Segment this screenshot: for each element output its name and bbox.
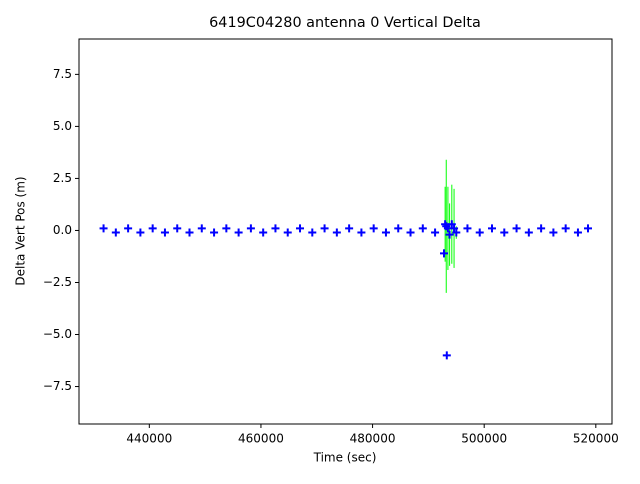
marker bbox=[500, 228, 509, 237]
marker bbox=[394, 224, 403, 233]
marker bbox=[124, 224, 133, 233]
marker bbox=[488, 224, 497, 233]
marker bbox=[99, 224, 108, 233]
marker bbox=[234, 228, 243, 237]
marker bbox=[111, 228, 120, 237]
marker bbox=[173, 224, 182, 233]
marker bbox=[271, 224, 280, 233]
marker bbox=[524, 228, 533, 237]
marker bbox=[442, 351, 451, 360]
marker bbox=[512, 224, 521, 233]
marker bbox=[345, 224, 354, 233]
marker bbox=[197, 224, 206, 233]
marker bbox=[259, 228, 268, 237]
x-tick-label: 520000 bbox=[573, 432, 619, 446]
marker bbox=[445, 230, 454, 239]
marker bbox=[283, 228, 292, 237]
y-axis-label: Delta Vert Pos (m) bbox=[14, 176, 28, 285]
marker bbox=[452, 228, 461, 237]
marker bbox=[381, 228, 390, 237]
marker bbox=[357, 228, 366, 237]
marker bbox=[463, 224, 472, 233]
marker bbox=[185, 228, 194, 237]
y-tick-label: −7.5 bbox=[43, 379, 72, 393]
y-tick-label: 5.0 bbox=[53, 119, 72, 133]
marker bbox=[369, 224, 378, 233]
marker bbox=[431, 228, 440, 237]
marker bbox=[320, 224, 329, 233]
marker bbox=[148, 224, 157, 233]
y-tick-label: −5.0 bbox=[43, 327, 72, 341]
x-tick-label: 440000 bbox=[126, 432, 172, 446]
marker bbox=[296, 224, 305, 233]
marker bbox=[406, 228, 415, 237]
marker bbox=[440, 249, 449, 258]
x-tick-label: 500000 bbox=[461, 432, 507, 446]
x-tick-label: 480000 bbox=[350, 432, 396, 446]
marker bbox=[160, 228, 169, 237]
marker bbox=[308, 228, 317, 237]
marker bbox=[584, 224, 593, 233]
chart-title: 6419C04280 antenna 0 Vertical Delta bbox=[209, 15, 481, 31]
y-tick-label: 7.5 bbox=[53, 67, 72, 81]
y-tick-label: 2.5 bbox=[53, 171, 72, 185]
marker bbox=[210, 228, 219, 237]
marker bbox=[447, 220, 456, 229]
marker bbox=[332, 228, 341, 237]
x-axis-label: Time (sec) bbox=[313, 451, 377, 465]
marker bbox=[475, 228, 484, 237]
marker bbox=[573, 228, 582, 237]
y-tick-label: 0.0 bbox=[53, 223, 72, 237]
marker bbox=[418, 224, 427, 233]
marker bbox=[222, 224, 231, 233]
marker bbox=[561, 224, 570, 233]
y-tick-label: −2.5 bbox=[43, 275, 72, 289]
marker bbox=[450, 224, 459, 233]
marker bbox=[537, 224, 546, 233]
x-tick-label: 460000 bbox=[238, 432, 284, 446]
marker bbox=[549, 228, 558, 237]
marker bbox=[246, 224, 255, 233]
plot-frame bbox=[78, 38, 613, 425]
marker bbox=[136, 228, 145, 237]
